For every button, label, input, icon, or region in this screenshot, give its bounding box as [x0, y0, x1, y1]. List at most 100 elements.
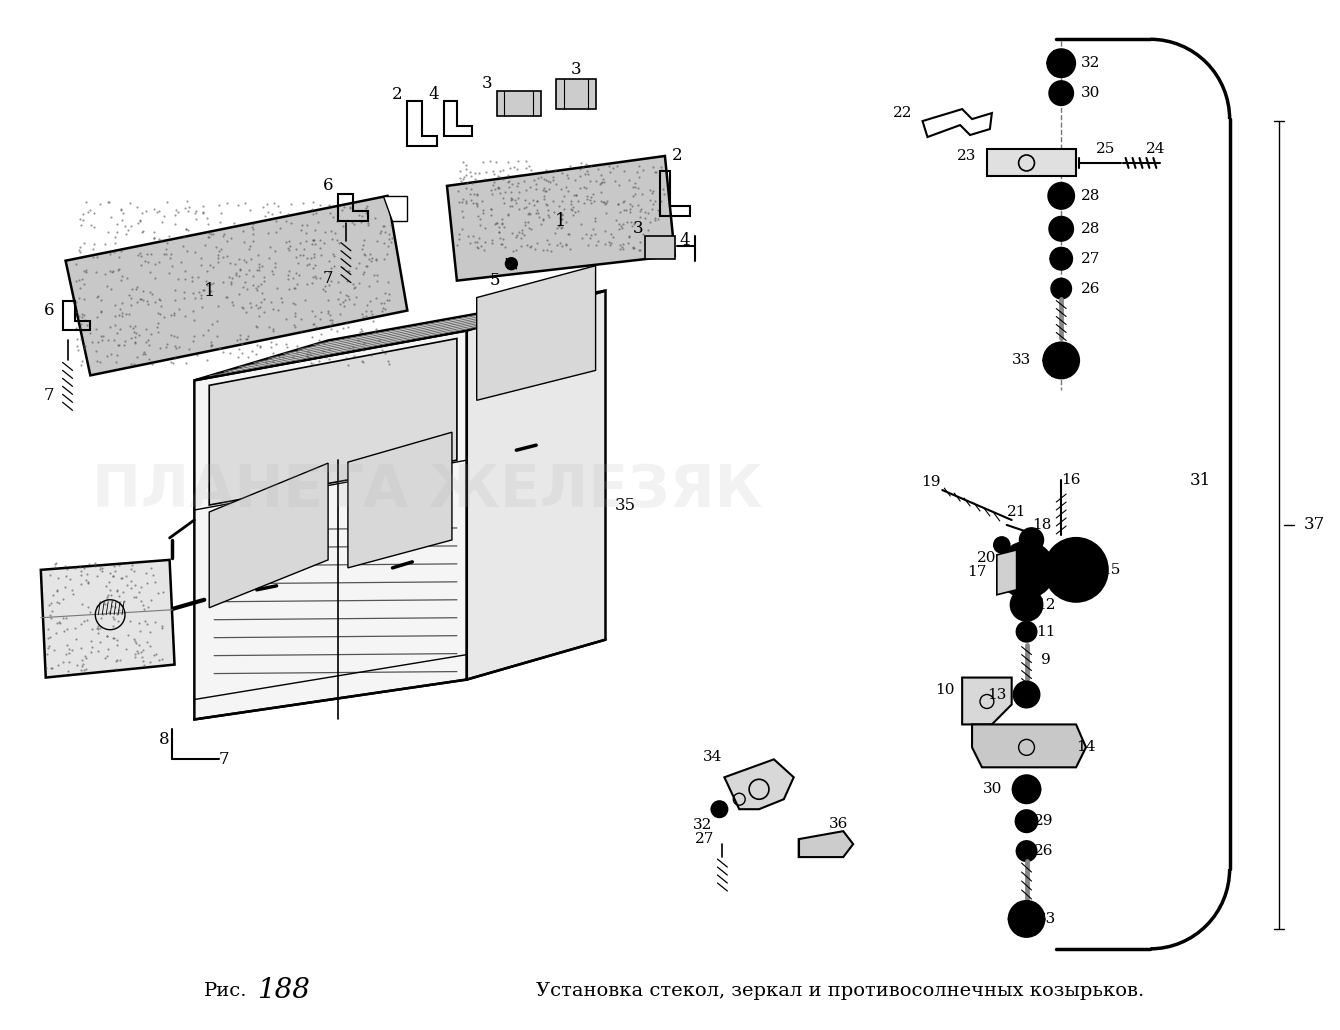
Point	[468, 240, 489, 256]
Point	[332, 217, 354, 234]
Point	[612, 215, 634, 232]
Point	[127, 349, 149, 366]
Point	[579, 173, 600, 190]
Point	[103, 557, 125, 574]
Point	[206, 313, 228, 330]
Point	[105, 653, 126, 670]
Point	[107, 337, 129, 353]
Point	[517, 206, 539, 222]
Point	[450, 173, 472, 190]
Point	[280, 196, 302, 212]
Point	[161, 258, 182, 274]
Point	[296, 256, 318, 273]
Point	[272, 349, 293, 366]
Circle shape	[1013, 776, 1040, 803]
Point	[157, 336, 178, 352]
Point	[334, 298, 355, 314]
Point	[520, 220, 541, 237]
Point	[102, 609, 123, 625]
Point	[460, 235, 481, 251]
Point	[595, 236, 616, 252]
Point	[287, 276, 308, 293]
Point	[610, 204, 631, 220]
Point	[527, 202, 548, 218]
Point	[374, 301, 395, 317]
Point	[111, 308, 133, 324]
Point	[591, 174, 612, 191]
Point	[248, 263, 269, 279]
Point	[151, 651, 173, 667]
Point	[277, 271, 299, 287]
Point	[292, 195, 314, 211]
Point	[174, 263, 196, 279]
Point	[46, 581, 67, 597]
Point	[449, 163, 470, 179]
Point	[533, 170, 555, 186]
Point	[212, 274, 233, 290]
Point	[72, 613, 94, 629]
Point	[551, 205, 572, 221]
Point	[253, 304, 275, 320]
Point	[80, 644, 102, 660]
Point	[115, 270, 137, 286]
Point	[236, 304, 257, 320]
Point	[524, 171, 545, 187]
Point	[508, 174, 529, 191]
Point	[511, 231, 532, 247]
Text: 3: 3	[571, 61, 582, 77]
Point	[149, 306, 170, 322]
Circle shape	[1048, 49, 1075, 77]
Point	[99, 245, 121, 262]
Point	[304, 249, 326, 266]
Point	[342, 339, 363, 355]
Point	[48, 615, 70, 631]
Point	[528, 209, 549, 226]
Point	[143, 646, 165, 662]
Polygon shape	[209, 464, 328, 608]
Circle shape	[505, 258, 517, 270]
Point	[86, 264, 107, 280]
Point	[557, 226, 579, 242]
Polygon shape	[645, 236, 675, 259]
Point	[549, 205, 571, 221]
Point	[480, 153, 501, 170]
Point	[75, 338, 96, 354]
Point	[200, 256, 221, 273]
Point	[125, 577, 146, 593]
Point	[318, 293, 339, 309]
Point	[201, 275, 222, 291]
Point	[639, 182, 661, 199]
Point	[102, 617, 123, 633]
Point	[173, 284, 194, 301]
Point	[556, 167, 578, 183]
Point	[147, 314, 169, 331]
Point	[123, 329, 145, 345]
Point	[552, 165, 574, 181]
Point	[165, 216, 186, 233]
Point	[248, 307, 269, 323]
Point	[335, 293, 356, 309]
Point	[488, 180, 509, 197]
Point	[320, 231, 342, 247]
Point	[484, 215, 505, 232]
Point	[151, 213, 173, 230]
Point	[196, 210, 217, 227]
Polygon shape	[799, 831, 854, 857]
Point	[544, 203, 565, 219]
Point	[169, 339, 190, 355]
Point	[304, 256, 326, 273]
Point	[92, 606, 114, 622]
Point	[139, 623, 161, 640]
Point	[369, 225, 390, 241]
Point	[261, 323, 283, 340]
Point	[490, 215, 512, 232]
Point	[583, 193, 604, 209]
Point	[263, 353, 284, 370]
Point	[279, 281, 300, 298]
Point	[574, 178, 595, 195]
Point	[259, 239, 280, 255]
Point	[500, 183, 521, 200]
Point	[582, 220, 603, 237]
Point	[75, 312, 96, 329]
Point	[351, 321, 373, 338]
